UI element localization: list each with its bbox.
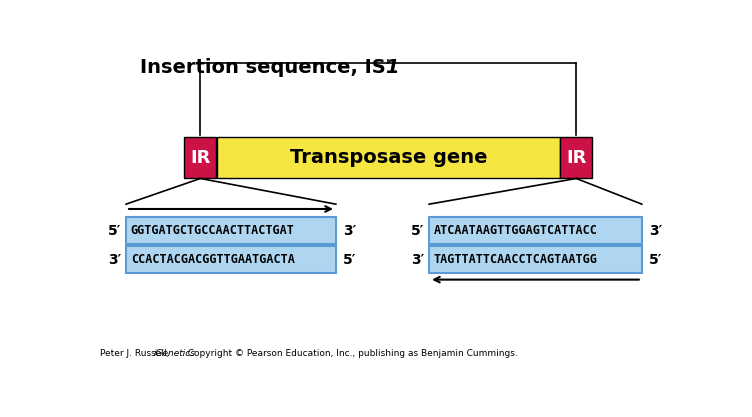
Text: IR: IR <box>190 148 211 167</box>
FancyBboxPatch shape <box>126 246 336 273</box>
FancyBboxPatch shape <box>126 217 336 244</box>
Text: Insertion sequence, IS: Insertion sequence, IS <box>140 58 386 77</box>
Text: TAGTTATTCAACCTCAGTAATGG: TAGTTATTCAACCTCAGTAATGG <box>434 253 598 266</box>
Text: 1: 1 <box>386 58 399 77</box>
Text: : Copyright © Pearson Education, Inc., publishing as Benjamin Cummings.: : Copyright © Pearson Education, Inc., p… <box>182 349 518 358</box>
Text: 5′: 5′ <box>343 253 356 266</box>
FancyBboxPatch shape <box>560 137 593 178</box>
Text: CCACTACGACGGTTGAATGACTA: CCACTACGACGGTTGAATGACTA <box>131 253 295 266</box>
Text: iGenetics: iGenetics <box>153 349 196 358</box>
Text: IR: IR <box>566 148 587 167</box>
Text: 3′: 3′ <box>108 253 121 266</box>
FancyBboxPatch shape <box>429 217 641 244</box>
FancyBboxPatch shape <box>184 137 217 178</box>
Text: Transposase gene: Transposase gene <box>290 148 487 167</box>
Text: Peter J. Russell,: Peter J. Russell, <box>100 349 172 358</box>
Text: ATCAATAAGTTGGAGTCATTACC: ATCAATAAGTTGGAGTCATTACC <box>434 224 598 237</box>
Text: 3′: 3′ <box>343 224 356 238</box>
Text: 5′: 5′ <box>649 253 663 266</box>
FancyBboxPatch shape <box>217 137 560 178</box>
Text: 3′: 3′ <box>411 253 424 266</box>
Text: 5′: 5′ <box>108 224 121 238</box>
Text: GGTGATGCTGCCAACTTACTGAT: GGTGATGCTGCCAACTTACTGAT <box>131 224 295 237</box>
Text: 3′: 3′ <box>649 224 662 238</box>
Text: 5′: 5′ <box>411 224 424 238</box>
FancyBboxPatch shape <box>429 246 641 273</box>
